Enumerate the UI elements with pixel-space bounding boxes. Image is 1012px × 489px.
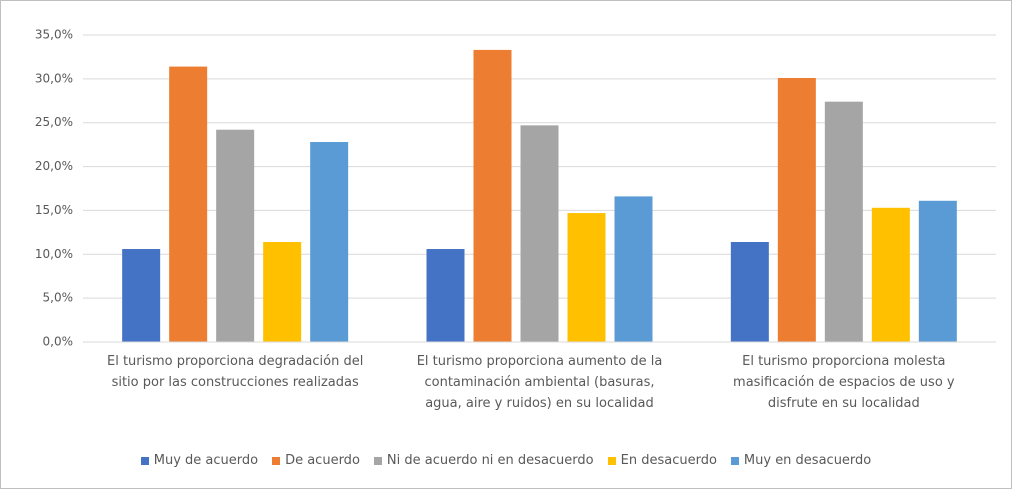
y-tick-label: 30,0%: [35, 71, 73, 85]
bar: [730, 242, 769, 342]
bar: [473, 49, 512, 342]
legend: Muy de acuerdo De acuerdo Ni de acuerdo ni…: [1, 453, 1011, 468]
bar: [614, 196, 653, 342]
legend-item: En desacuerdo: [607, 453, 717, 468]
bar: [520, 125, 559, 343]
legend-item: Muy de acuerdo: [140, 453, 259, 468]
legend-swatch: [607, 456, 616, 465]
bar: [871, 207, 910, 342]
bar: [122, 249, 161, 342]
y-tick-label: 10,0%: [35, 247, 73, 261]
bar: [567, 213, 606, 342]
legend-item: Muy en desacuerdo: [730, 453, 872, 468]
legend-item: Ni de acuerdo ni en desacuerdo: [373, 453, 594, 468]
y-tick-label: 5,0%: [43, 291, 74, 305]
bar: [263, 242, 302, 342]
bar: [824, 101, 863, 342]
legend-item: De acuerdo: [272, 453, 360, 468]
legend-swatch: [373, 456, 382, 465]
bar: [777, 77, 816, 342]
bar: [310, 142, 349, 342]
legend-label: Muy en desacuerdo: [743, 453, 872, 468]
bar: [169, 66, 208, 342]
legend-label: Muy de acuerdo: [153, 453, 259, 468]
y-tick-label: 15,0%: [35, 203, 73, 217]
legend-swatch: [140, 456, 149, 465]
y-tick-label: 35,0%: [35, 28, 73, 42]
bar: [426, 249, 465, 342]
x-tick-label: El turismo proporciona molesta masificac…: [733, 354, 955, 411]
legend-swatch: [272, 456, 281, 465]
legend-label: Ni de acuerdo ni en desacuerdo: [386, 453, 594, 468]
bar: [216, 129, 255, 342]
x-tick-label: El turismo proporciona degradación del s…: [106, 354, 364, 390]
y-tick-label: 25,0%: [35, 115, 73, 129]
bar: [918, 200, 957, 342]
x-tick-label: El turismo proporciona aumento de la con…: [416, 354, 663, 411]
y-tick-label: 20,0%: [35, 159, 73, 173]
legend-swatch: [730, 456, 739, 465]
legend-label: En desacuerdo: [620, 453, 717, 468]
y-tick-label: 0,0%: [43, 335, 74, 349]
legend-label: De acuerdo: [285, 453, 360, 468]
